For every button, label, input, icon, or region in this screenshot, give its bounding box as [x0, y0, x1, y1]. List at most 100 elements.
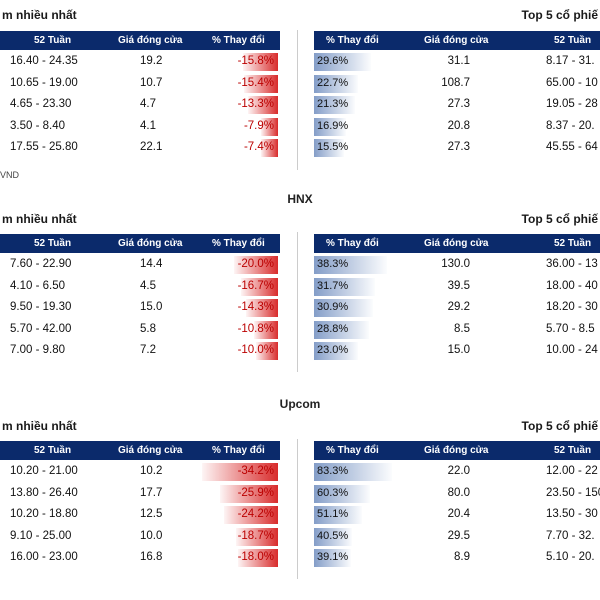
table-row: 7.00 - 9.80 7.2 -10.0%: [0, 341, 280, 362]
cell-close-price: 14.4: [140, 258, 163, 270]
cell-52-week-range: 5.70 - 42.00: [10, 322, 72, 335]
header-52-week: 52 Tuần: [554, 238, 592, 249]
positive-change-bar: [314, 74, 358, 93]
positive-change-bar: [314, 320, 370, 339]
cell-pct-change: -10.8%: [237, 322, 274, 335]
table-row: 16.9% 20.8 8.37 - 20.: [314, 117, 600, 138]
table-divider: [297, 439, 298, 579]
header-close-price: Giá đóng cửa: [118, 445, 183, 456]
negative-change-bar: [261, 139, 278, 157]
cell-close-price: 7.2: [140, 344, 156, 356]
table-row: 30.9% 29.2 18.20 - 30: [314, 298, 600, 319]
cell-close-price: 8.5: [454, 322, 470, 335]
cell-close-price: 4.1: [140, 119, 156, 132]
change-bar-cell: -15.4%: [198, 74, 278, 95]
change-bar-cell: -14.3%: [198, 298, 278, 319]
negative-change-bar: [248, 96, 278, 114]
change-bar-cell: 23.0%: [314, 341, 396, 362]
positive-change-bar: [314, 277, 375, 296]
positive-change-bar: [314, 484, 371, 503]
cell-52-week-range: 8.17 - 31.: [546, 55, 595, 67]
table-row: 39.1% 8.9 5.10 - 20.: [314, 548, 600, 569]
positive-change-bar: [314, 549, 351, 567]
cell-pct-change: -10.0%: [237, 344, 274, 356]
cell-pct-change: 28.8%: [317, 322, 349, 335]
cell-52-week-range: 45.55 - 64: [546, 141, 598, 153]
cell-close-price: 16.8: [140, 551, 163, 563]
cell-52-week-range: 18.20 - 30: [546, 301, 598, 313]
cell-pct-change: 22.7%: [317, 76, 349, 89]
cell-52-week-range: 10.65 - 19.00: [10, 76, 78, 89]
header-pct-change: % Thay đổi: [326, 445, 379, 456]
cell-52-week-range: 5.70 - 8.5: [546, 322, 595, 335]
header-52-week: 52 Tuần: [34, 238, 72, 249]
cell-pct-change: -24.2%: [237, 508, 274, 520]
right-table-title: Top 5 cổ phiế: [521, 212, 598, 226]
cell-pct-change: 15.5%: [317, 141, 349, 153]
left-table-header: 52 Tuần Giá đóng cửa % Thay đổi: [0, 234, 280, 253]
cell-close-price: 4.5: [140, 279, 156, 292]
cell-pct-change: 16.9%: [317, 119, 349, 132]
change-bar-cell: 51.1%: [314, 505, 396, 526]
table-row: 28.8% 8.5 5.70 - 8.5: [314, 320, 600, 341]
footnote-unit: VND: [0, 170, 20, 180]
table-row: 7.60 - 22.90 14.4 -20.0%: [0, 255, 280, 276]
cell-pct-change: 38.3%: [317, 258, 349, 270]
header-pct-change: % Thay đổi: [326, 35, 379, 46]
negative-change-bar: [253, 320, 278, 339]
change-bar-cell: -10.0%: [198, 341, 278, 362]
positive-change-bar: [314, 527, 353, 546]
cell-close-price: 20.8: [447, 119, 470, 132]
left-table-header: 52 Tuần Giá đóng cửa % Thay đổi: [0, 441, 280, 460]
cell-close-price: 27.3: [447, 98, 470, 110]
section-title: Upcom: [279, 397, 321, 411]
table-row: 40.5% 29.5 7.70 - 32.: [314, 527, 600, 548]
positive-change-bar: [314, 342, 359, 360]
cell-close-price: 22.1: [140, 141, 163, 153]
header-pct-change: % Thay đổi: [212, 238, 265, 249]
cell-close-price: 12.5: [140, 508, 163, 520]
cell-52-week-range: 10.00 - 24: [546, 344, 598, 356]
positive-change-bar: [314, 96, 355, 114]
header-pct-change: % Thay đổi: [212, 35, 265, 46]
right-table-header: % Thay đổi Giá đóng cửa 52 Tuần: [314, 31, 600, 50]
change-bar-cell: 28.8%: [314, 320, 396, 341]
left-table-title: m nhiều nhất: [2, 8, 77, 22]
table-row: 17.55 - 25.80 22.1 -7.4%: [0, 138, 280, 159]
change-bar-cell: 29.6%: [314, 52, 396, 73]
change-bar-cell: -7.4%: [198, 138, 278, 159]
header-pct-change: % Thay đổi: [326, 238, 379, 249]
change-bar-cell: -10.8%: [198, 320, 278, 341]
table-row: 9.10 - 25.00 10.0 -18.7%: [0, 527, 280, 548]
positive-change-bar: [314, 117, 346, 136]
cell-close-price: 20.4: [447, 508, 470, 520]
cell-close-price: 4.7: [140, 98, 156, 110]
table-row: 38.3% 130.0 36.00 - 13: [314, 255, 600, 276]
cell-52-week-range: 10.20 - 18.80: [10, 508, 78, 520]
right-table-title: Top 5 cổ phiế: [521, 8, 598, 22]
cell-52-week-range: 9.50 - 19.30: [10, 301, 72, 313]
positive-change-bar: [314, 139, 344, 157]
table-row: 29.6% 31.1 8.17 - 31.: [314, 52, 600, 73]
header-close-price: Giá đóng cửa: [118, 35, 183, 46]
change-bar-cell: 40.5%: [314, 527, 396, 548]
cell-close-price: 5.8: [140, 322, 156, 335]
cell-close-price: 22.0: [447, 465, 470, 477]
change-bar-cell: 38.3%: [314, 255, 396, 276]
cell-52-week-range: 16.00 - 23.00: [10, 551, 78, 563]
cell-52-week-range: 10.20 - 21.00: [10, 465, 78, 477]
change-bar-cell: -7.9%: [198, 117, 278, 138]
change-bar-cell: -16.7%: [198, 277, 278, 298]
table-row: 23.0% 15.0 10.00 - 24: [314, 341, 600, 362]
cell-pct-change: 30.9%: [317, 301, 349, 313]
change-bar-cell: -18.0%: [198, 548, 278, 569]
cell-close-price: 15.0: [140, 301, 163, 313]
header-close-price: Giá đóng cửa: [424, 238, 489, 249]
cell-52-week-range: 7.00 - 9.80: [10, 344, 65, 356]
negative-change-bar: [220, 484, 278, 503]
change-bar-cell: -18.7%: [198, 527, 278, 548]
cell-close-price: 15.0: [447, 344, 470, 356]
table-divider: [297, 30, 298, 170]
table-row: 21.3% 27.3 19.05 - 28: [314, 95, 600, 116]
header-close-price: Giá đóng cửa: [118, 238, 183, 249]
